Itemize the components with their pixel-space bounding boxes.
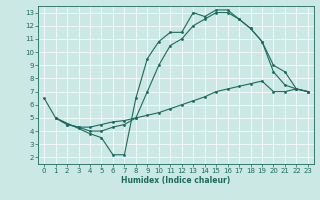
X-axis label: Humidex (Indice chaleur): Humidex (Indice chaleur) (121, 176, 231, 185)
